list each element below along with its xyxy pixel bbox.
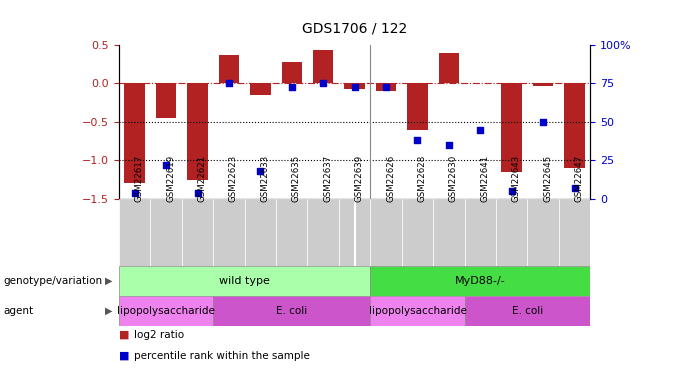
Text: lipopolysaccharide: lipopolysaccharide (117, 306, 215, 316)
Text: GSM22647: GSM22647 (575, 155, 583, 202)
Text: agent: agent (3, 306, 33, 316)
Bar (464, 296, 590, 326)
Bar (219, 55, 239, 84)
Point (350, 84, 360, 90)
Bar (214, 199, 245, 266)
Point (160, 162, 171, 168)
Text: ▶: ▶ (105, 276, 113, 286)
Point (412, 137, 423, 143)
Bar (559, 199, 590, 266)
Bar (371, 266, 590, 296)
Point (129, 190, 140, 196)
Text: MyD88-/-: MyD88-/- (455, 276, 506, 286)
Bar (402, 199, 433, 266)
Point (443, 142, 454, 148)
Bar (470, 82, 490, 84)
Text: GSM22619: GSM22619 (166, 155, 175, 202)
Bar (433, 199, 464, 266)
Bar (119, 199, 150, 266)
Text: GSM22630: GSM22630 (449, 155, 458, 202)
Text: GSM22637: GSM22637 (323, 155, 333, 202)
Text: E. coli: E. coli (276, 306, 307, 316)
Bar (307, 199, 339, 266)
Bar (344, 84, 365, 89)
Bar (339, 199, 371, 266)
Text: lipopolysaccharide: lipopolysaccharide (369, 306, 466, 316)
Bar (119, 296, 214, 326)
Point (255, 168, 266, 174)
Bar (439, 54, 459, 84)
Point (192, 190, 203, 196)
Bar (528, 199, 559, 266)
Bar (276, 199, 307, 266)
Text: GSM22635: GSM22635 (292, 155, 301, 202)
Bar (214, 296, 371, 326)
Text: GSM22628: GSM22628 (418, 155, 426, 202)
Bar (282, 62, 302, 84)
Bar (564, 84, 585, 168)
Bar (245, 199, 276, 266)
Text: GSM22623: GSM22623 (229, 155, 238, 202)
Bar (150, 199, 182, 266)
Bar (496, 199, 528, 266)
Text: ▶: ▶ (105, 306, 113, 316)
Bar (313, 50, 333, 84)
Bar (182, 199, 214, 266)
Bar (124, 84, 145, 183)
Point (538, 119, 549, 125)
Bar (187, 84, 208, 180)
Text: ■: ■ (119, 330, 129, 340)
Point (318, 81, 328, 87)
Text: GSM22617: GSM22617 (135, 155, 143, 202)
Text: GSM22643: GSM22643 (512, 155, 521, 202)
Bar (371, 296, 464, 326)
Text: percentile rank within the sample: percentile rank within the sample (134, 351, 310, 361)
Text: GSM22641: GSM22641 (480, 155, 490, 202)
Bar (376, 84, 396, 91)
Text: GSM22626: GSM22626 (386, 155, 395, 202)
Text: GSM22639: GSM22639 (355, 155, 364, 202)
Text: ■: ■ (119, 351, 129, 361)
Text: GDS1706 / 122: GDS1706 / 122 (302, 22, 407, 36)
Bar (501, 84, 522, 172)
Point (506, 188, 517, 194)
Point (475, 127, 486, 133)
Text: GSM22645: GSM22645 (543, 155, 552, 202)
Text: log2 ratio: log2 ratio (134, 330, 184, 340)
Text: genotype/variation: genotype/variation (3, 276, 103, 286)
Text: wild type: wild type (219, 276, 270, 286)
Point (224, 81, 235, 87)
Bar (156, 84, 176, 118)
Point (569, 185, 580, 191)
Point (286, 84, 297, 90)
Bar (371, 199, 402, 266)
Text: E. coli: E. coli (512, 306, 543, 316)
Bar (250, 84, 271, 95)
Text: GSM22633: GSM22633 (260, 155, 269, 202)
Bar (407, 84, 428, 130)
Bar (464, 199, 496, 266)
Point (381, 84, 392, 90)
Text: GSM22621: GSM22621 (198, 155, 207, 202)
Bar (533, 84, 554, 86)
Bar (119, 266, 371, 296)
